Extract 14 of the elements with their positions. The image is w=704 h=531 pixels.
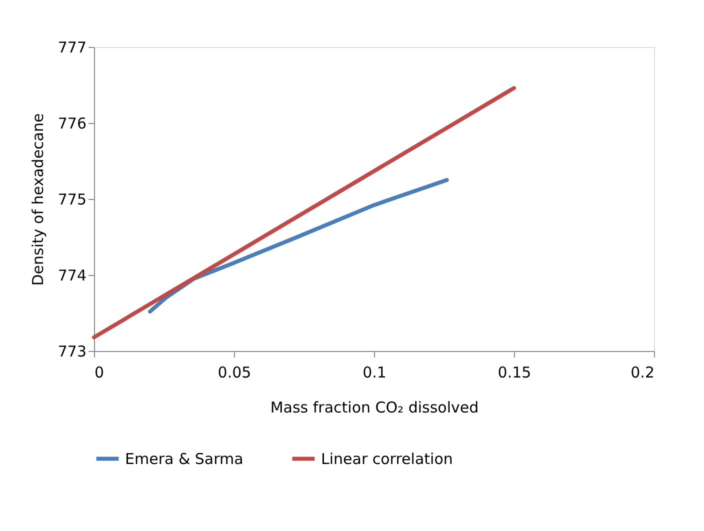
legend-label: Emera & Sarma: [125, 450, 244, 468]
legend-label: Linear correlation: [321, 450, 453, 468]
x-axis-title: Mass fraction CO₂ dissolved: [270, 398, 479, 416]
y-tick-label: 774: [58, 266, 86, 284]
x-tick-label: 0.05: [218, 364, 252, 382]
y-tick-label: 773: [58, 342, 86, 360]
y-tick-label: 777: [58, 38, 86, 56]
x-tick-label: 0: [94, 364, 104, 382]
y-tick-label: 775: [58, 190, 86, 208]
x-tick-label: 0.1: [362, 364, 386, 382]
y-axis-title: Density of hexadecane: [28, 113, 47, 286]
x-tick-label: 0.2: [630, 364, 654, 382]
x-tick-label: 0.15: [498, 364, 532, 382]
y-tick-label: 776: [58, 114, 86, 132]
